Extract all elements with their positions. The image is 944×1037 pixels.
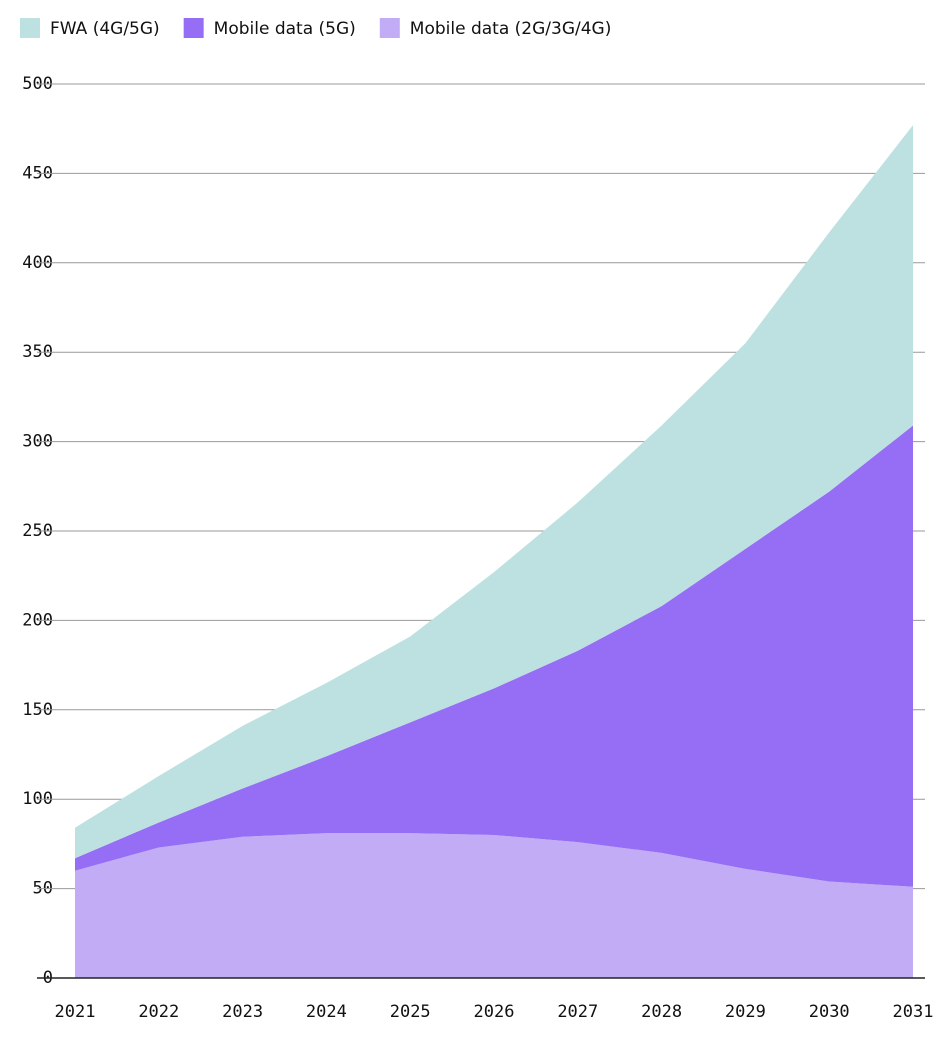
x-tick-label: 2025 [390, 1002, 431, 1022]
legend-label: Mobile data (2G/3G/4G) [410, 19, 612, 39]
x-tick-label: 2030 [809, 1002, 850, 1022]
area [75, 833, 913, 978]
legend-swatch [20, 18, 40, 38]
x-tick-label: 2026 [474, 1002, 515, 1022]
legend-swatch [183, 18, 204, 38]
area [75, 125, 913, 859]
legend-swatch [379, 18, 400, 38]
legend-label: FWA (4G/5G) [50, 19, 160, 39]
x-tick-label: 2031 [893, 1002, 934, 1022]
x-tick-label: 2024 [306, 1002, 347, 1022]
x-tick-label: 2027 [557, 1002, 598, 1022]
x-tick-label: 2022 [138, 1002, 179, 1022]
x-tick-label: 2021 [55, 1002, 96, 1022]
x-tick-label: 2029 [725, 1002, 766, 1022]
area [75, 425, 913, 887]
x-tick-label: 2023 [222, 1002, 263, 1022]
legend-label: Mobile data (5G) [214, 19, 356, 39]
x-tick-label: 2028 [641, 1002, 682, 1022]
